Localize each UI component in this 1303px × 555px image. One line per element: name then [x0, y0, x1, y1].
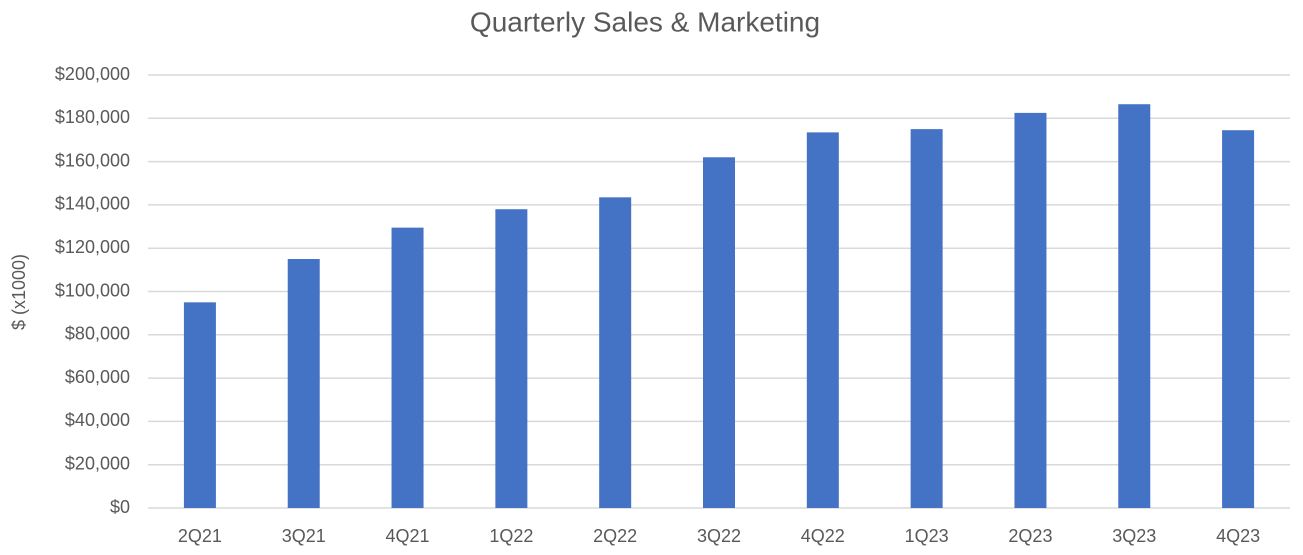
y-tick-label: $140,000: [55, 194, 130, 214]
y-tick-label: $80,000: [65, 324, 130, 344]
bar: [599, 197, 632, 508]
x-tick-label: 2Q22: [593, 526, 637, 546]
bar: [183, 302, 216, 508]
x-tick-label: 3Q22: [697, 526, 741, 546]
x-tick-label: 4Q23: [1216, 526, 1260, 546]
chart-title: Quarterly Sales & Marketing: [470, 6, 820, 37]
y-tick-label: $120,000: [55, 237, 130, 257]
x-tick-label: 3Q21: [282, 526, 326, 546]
x-tick-label: 2Q23: [1008, 526, 1052, 546]
x-tick-label: 2Q21: [178, 526, 222, 546]
x-tick-label: 1Q23: [905, 526, 949, 546]
bar: [287, 259, 320, 508]
x-tick-label: 1Q22: [489, 526, 533, 546]
x-tick-label: 4Q22: [801, 526, 845, 546]
y-tick-label: $160,000: [55, 150, 130, 170]
bar: [391, 227, 424, 508]
y-axis-label: $ (x1000): [9, 254, 29, 330]
y-tick-label: $180,000: [55, 107, 130, 127]
bar: [910, 129, 943, 508]
bar: [1014, 112, 1047, 508]
bar: [806, 132, 839, 508]
x-tick-label: 4Q21: [386, 526, 430, 546]
bar: [1222, 130, 1255, 508]
y-tick-label: $60,000: [65, 367, 130, 387]
y-tick-label: $200,000: [55, 64, 130, 84]
bar: [703, 157, 735, 508]
bar: [1118, 104, 1151, 508]
x-tick-label: 3Q23: [1112, 526, 1156, 546]
bar: [495, 209, 528, 509]
y-tick-label: $100,000: [55, 280, 130, 300]
y-tick-label: $0: [110, 497, 130, 517]
y-tick-label: $20,000: [65, 453, 130, 473]
y-tick-label: $40,000: [65, 410, 130, 430]
